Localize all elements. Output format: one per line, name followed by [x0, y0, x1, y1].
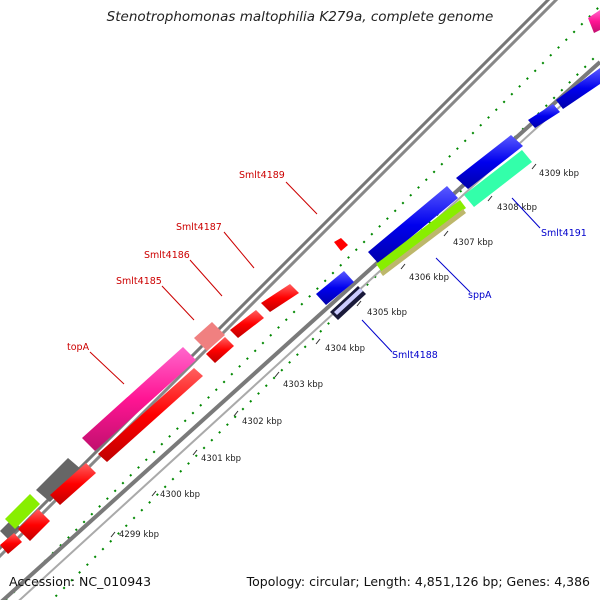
gene-gray-forward-2 — [36, 458, 82, 502]
gene-red-2 — [18, 509, 50, 541]
leader-lines — [89, 181, 541, 385]
gene-magenta-corner — [588, 10, 600, 33]
leader-topA — [89, 351, 125, 385]
tick-mark — [531, 163, 537, 170]
tick-label: 4302 kbp — [242, 417, 282, 427]
leader-sppA — [435, 257, 471, 293]
leader-smlt4188 — [361, 319, 393, 353]
tick-label: 4307 kbp — [453, 238, 493, 248]
gene-blue-1 — [316, 271, 354, 305]
gene-blue-4 — [528, 104, 560, 128]
tick-mark — [192, 449, 198, 456]
leader-smlt4187 — [223, 231, 255, 269]
tick-mark — [315, 338, 321, 345]
gene-smlt4187[interactable] — [261, 284, 299, 312]
gene-red-1 — [0, 533, 22, 554]
tick-mark — [400, 263, 406, 270]
red-strand — [0, 284, 299, 554]
outer-dot-track — [4, 5, 600, 600]
label-sppA[interactable]: sppA — [468, 290, 492, 301]
backbone-outer — [0, 0, 551, 551]
backbone-inner — [0, 0, 559, 559]
label-smlt4187[interactable]: Smlt4187 — [176, 222, 222, 233]
tick-mark — [233, 410, 239, 417]
gene-lime-forward — [5, 494, 40, 529]
leader-smlt4185 — [161, 285, 195, 321]
tick-label: 4304 kbp — [325, 344, 365, 354]
gene-blue-5 — [556, 68, 600, 109]
map-title: Stenotrophomonas maltophilia K279a, comp… — [106, 9, 494, 25]
gene-red-4 — [98, 368, 203, 462]
gene-smlt4189[interactable] — [334, 238, 348, 251]
label-topA[interactable]: topA — [67, 342, 90, 353]
tick-mark — [356, 300, 362, 307]
gene-sppA-band — [380, 209, 466, 276]
tick-mark — [110, 531, 116, 538]
tick-label: 4306 kbp — [409, 273, 449, 283]
gene-labels: Smlt4189 Smlt4187 Smlt4186 Smlt4185 topA… — [67, 170, 587, 361]
tick-label: 4305 kbp — [367, 308, 407, 318]
leader-smlt4189 — [285, 181, 318, 215]
gene-red-5 — [206, 337, 234, 363]
gene-blue-3 — [456, 135, 523, 189]
leader-smlt4191 — [511, 197, 541, 229]
gene-smlt4188-highlight — [334, 288, 363, 315]
kbp-ticks — [110, 163, 537, 538]
forward-strand — [0, 238, 348, 539]
genome-summary: Topology: circular; Length: 4,851,126 bp… — [246, 574, 590, 589]
label-smlt4191[interactable]: Smlt4191 — [541, 228, 587, 239]
tick-mark — [487, 195, 493, 202]
gene-smlt4186[interactable] — [230, 310, 264, 338]
gene-topA[interactable] — [82, 347, 196, 451]
tick-label: 4308 kbp — [497, 203, 537, 213]
label-smlt4185[interactable]: Smlt4185 — [116, 276, 162, 287]
label-smlt4188[interactable]: Smlt4188 — [392, 350, 438, 361]
label-smlt4189[interactable]: Smlt4189 — [239, 170, 285, 181]
tick-label: 4309 kbp — [539, 169, 579, 179]
tick-label: 4299 kbp — [119, 530, 159, 540]
tick-mark — [151, 490, 157, 497]
tick-label: 4300 kbp — [160, 490, 200, 500]
gene-red-3 — [50, 463, 96, 505]
tick-mark — [443, 230, 449, 237]
gene-blue-2 — [368, 186, 458, 264]
leader-smlt4186 — [189, 259, 223, 297]
kbp-labels: 4299 kbp 4300 kbp 4301 kbp 4302 kbp 4303… — [119, 169, 579, 540]
tick-label: 4303 kbp — [283, 380, 323, 390]
label-smlt4186[interactable]: Smlt4186 — [144, 250, 190, 261]
gene-smlt4185[interactable] — [194, 322, 225, 351]
right-strand — [316, 10, 600, 320]
tick-mark — [274, 371, 280, 378]
accession-text: Accession: NC_010943 — [9, 574, 152, 589]
tick-label: 4301 kbp — [201, 454, 241, 464]
gene-smlt4191[interactable] — [464, 150, 532, 207]
gene-sppA[interactable] — [376, 200, 466, 272]
